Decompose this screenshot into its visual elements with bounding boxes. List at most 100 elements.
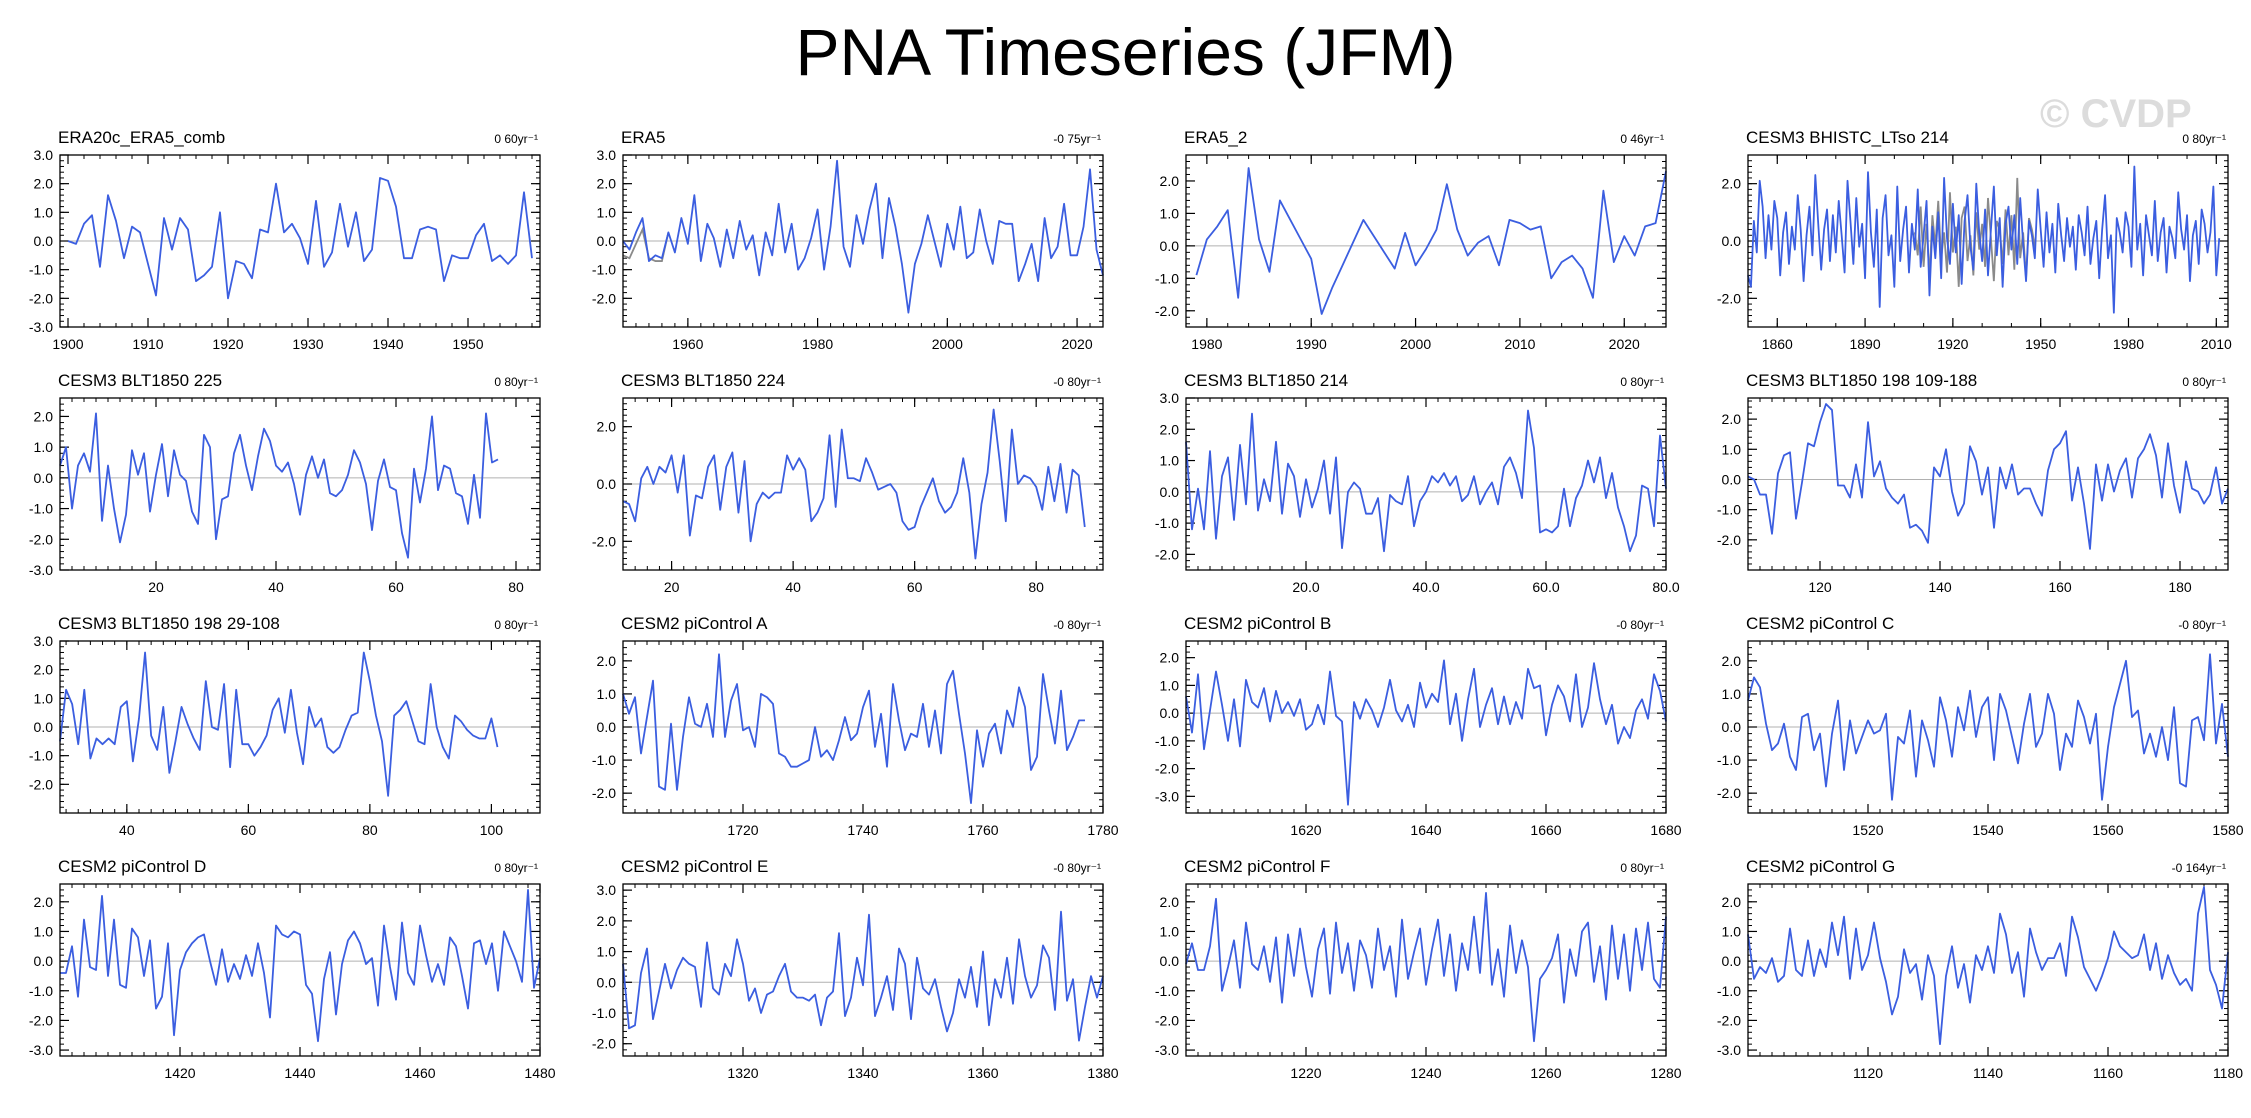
panel-7: CESM3 BLT1850 214 0 80yr⁻¹ -2.0 -1.0 0.0 1.0 2… [1155,371,1680,595]
x-tick-label: 1910 [132,336,163,352]
plot-frame [1747,883,2229,1057]
plot-frame [1747,154,2229,328]
x-tick-label: 1980 [802,336,833,352]
y-tick-label: -3.0 [29,1042,53,1058]
y-tick-label: -3.0 [29,562,53,578]
y-tick-label: 2.0 [1722,176,1742,192]
x-tick-label: 1980 [1191,336,1222,352]
y-tick-label: 2.0 [34,408,54,424]
x-tick-label: 180 [2168,579,2192,595]
y-tick-label: -2.0 [592,1036,616,1052]
y-tick-label: -2.0 [1717,532,1741,548]
y-tick-label: 1.0 [597,204,617,220]
panel-2: ERA5 -0 75yr⁻¹ -2.0 -1.0 0.0 1.0 2.0 3.0 1960 198… [592,128,1104,352]
series-line [622,159,1104,314]
x-tick-label: 40.0 [1412,579,1439,595]
panel-1: ERA20c_ERA5_comb 0 60yr⁻¹ -3.0 -2.0 -1.0 0.0 1… [29,128,541,352]
y-tick-label: -2.0 [29,1012,53,1028]
y-tick-label: 1.0 [34,923,54,939]
y-tick-label: -2.0 [1717,785,1741,801]
y-tick-label: 1.0 [34,204,54,220]
y-tick-label: -1.0 [592,1005,616,1021]
x-tick-label: 1340 [847,1065,878,1081]
x-tick-label: 1990 [1296,336,1327,352]
plot-frame [59,640,541,814]
plot-frame [59,883,541,1057]
y-tick-label: 1.0 [1160,205,1180,221]
x-tick-label: 140 [1928,579,1952,595]
y-tick-label: -1.0 [29,748,53,764]
x-tick-label: 1460 [404,1065,435,1081]
panel-title: ERA5 [621,128,665,147]
y-tick-label: 1.0 [1722,923,1742,939]
panel-10: CESM2 piControl A -0 80yr⁻¹ -2.0 -1.0 0.0 1.0… [592,614,1119,838]
x-tick-label: 1280 [1650,1065,1681,1081]
x-tick-label: 20.0 [1292,579,1319,595]
panel-trend: -0 80yr⁻¹ [1616,618,1664,632]
panel-trend: -0 164yr⁻¹ [2172,861,2226,875]
panel-title: ERA5_2 [1184,128,1247,147]
x-tick-label: 2020 [1609,336,1640,352]
x-tick-label: 1360 [967,1065,998,1081]
y-tick-label: -2.0 [1717,290,1741,306]
x-tick-label: 1520 [1852,822,1883,838]
y-tick-label: 0.0 [1160,953,1180,969]
x-tick-label: 1960 [672,336,703,352]
x-tick-label: 20 [664,579,680,595]
plot-frame [622,154,1104,328]
page-title: PNA Timeseries (JFM) [795,15,1456,89]
y-tick-label: -2.0 [592,290,616,306]
panel-title: CESM3 BLT1850 224 [621,371,785,390]
x-tick-label: 80 [1028,579,1044,595]
panel-14: CESM2 piControl E -0 80yr⁻¹ -2.0 -1.0 0.0 1.0… [592,857,1119,1081]
series-line [1747,653,2229,801]
panel-15: CESM2 piControl F 0 80yr⁻¹ -3.0 -2.0 -1.0 0.0… [1155,857,1682,1081]
panel-title: CESM2 piControl A [621,614,768,633]
y-tick-label: 1.0 [1160,677,1180,693]
plot-frame [1747,640,2229,814]
y-tick-label: 2.0 [597,913,617,929]
panel-title: CESM3 BLT1850 214 [1184,371,1348,390]
panel-trend: 0 80yr⁻¹ [2182,132,2226,146]
x-tick-label: 60 [388,579,404,595]
series-line [1185,659,1667,806]
x-tick-label: 1140 [1973,1065,2003,1081]
x-tick-label: 1260 [1530,1065,1561,1081]
y-tick-label: -1.0 [1155,733,1179,749]
series-line [67,177,533,300]
panel-4: CESM3 BHISTC_LTso 214 0 80yr⁻¹ -2.0 0.0 2.0 1… [1717,128,2232,352]
y-tick-label: 0.0 [34,953,54,969]
panel-title: CESM2 piControl B [1184,614,1331,633]
y-tick-label: -3.0 [29,319,53,335]
panel-trend: 0 80yr⁻¹ [494,375,538,389]
y-tick-label: -2.0 [1155,1012,1179,1028]
x-tick-label: 2000 [1400,336,1431,352]
y-tick-label: -2.0 [29,531,53,547]
y-tick-label: 1.0 [1160,453,1180,469]
x-tick-label: 1890 [1849,336,1880,352]
plot-frame [59,154,541,328]
panel-title: ERA20c_ERA5_comb [58,128,225,147]
panel-title: CESM3 BLT1850 198 29-108 [58,614,280,633]
plot-frame [59,397,541,571]
x-tick-label: 60.0 [1532,579,1559,595]
y-tick-label: 1.0 [1722,441,1742,457]
y-tick-label: -2.0 [29,290,53,306]
y-tick-label: -1.0 [29,262,53,278]
y-tick-label: 1.0 [597,686,617,702]
x-tick-label: 160 [2048,579,2072,595]
series-line [59,412,499,559]
x-tick-label: 1950 [452,336,483,352]
y-tick-label: -1.0 [1155,515,1179,531]
y-tick-label: 0.0 [34,470,54,486]
y-tick-label: 2.0 [34,176,54,192]
panel-12: CESM2 piControl C -0 80yr⁻¹ -2.0 -1.0 0.0 1.0… [1717,614,2244,838]
x-tick-label: 2010 [2201,336,2232,352]
y-tick-label: -2.0 [1155,303,1179,319]
x-tick-label: 20 [148,579,164,595]
x-tick-label: 120 [1808,579,1832,595]
x-tick-label: 40 [785,579,801,595]
x-tick-label: 1640 [1410,822,1441,838]
panel-13: CESM2 piControl D 0 80yr⁻¹ -3.0 -2.0 -1.0 0.0… [29,857,556,1081]
